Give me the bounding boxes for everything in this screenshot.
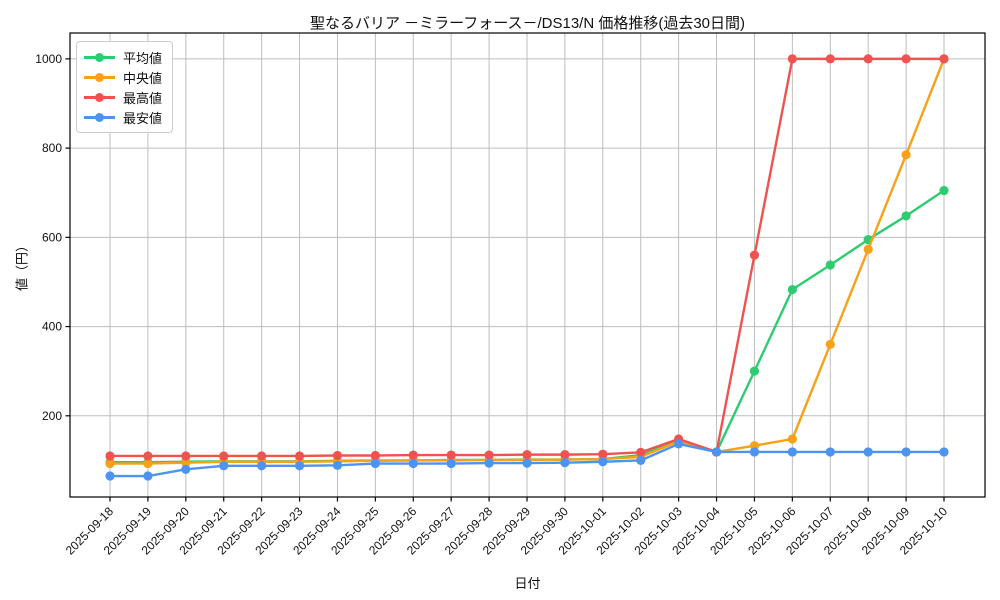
y-ticks [65, 58, 70, 417]
min-line-swatch-icon [84, 112, 115, 122]
legend-label-average: 平均値 [123, 50, 163, 66]
average-line-swatch-icon [84, 52, 115, 62]
legend-item-median: 中央値 [84, 67, 162, 87]
svg-text:1000: 1000 [35, 52, 62, 66]
svg-text:800: 800 [42, 141, 62, 155]
legend-item-max: 最高値 [84, 87, 162, 107]
legend-label-max: 最高値 [123, 90, 163, 106]
x-tick-labels: 2025-09-182025-09-192025-09-202025-09-21… [63, 504, 951, 558]
series-min-markers [105, 439, 949, 481]
legend-item-average: 平均値 [84, 47, 162, 67]
x-axis-label: 日付 [514, 576, 541, 591]
legend: 平均値 中央値 最高値 最安値 [76, 41, 174, 133]
legend-label-median: 中央値 [123, 70, 163, 86]
x-ticks [109, 497, 945, 502]
legend-item-min: 最安値 [84, 107, 162, 127]
chart-title: 聖なるバリア －ミラーフォース－/DS13/N 価格推移(過去30日間) [309, 15, 746, 32]
svg-text:200: 200 [42, 409, 62, 423]
y-axis-label: 値（円） [14, 238, 30, 292]
svg-text:600: 600 [42, 230, 62, 244]
svg-text:400: 400 [42, 320, 62, 334]
y-tick-labels: 200 400 600 800 1000 [35, 52, 62, 423]
gridlines-vertical [109, 33, 945, 497]
max-line-swatch-icon [84, 92, 115, 102]
median-line-swatch-icon [84, 72, 115, 82]
legend-label-min: 最安値 [123, 110, 163, 126]
gridlines-horizontal [70, 58, 985, 417]
